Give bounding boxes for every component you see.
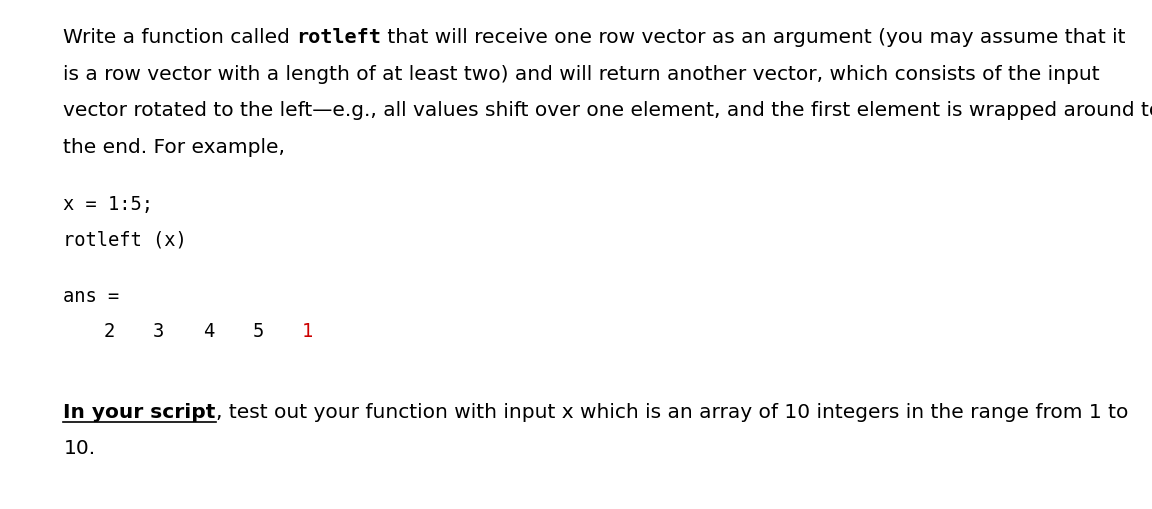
Text: rotleft (x): rotleft (x) [63,230,187,248]
Text: Write a function called: Write a function called [63,28,296,47]
Text: that will receive one row vector as an argument (you may assume that it: that will receive one row vector as an a… [381,28,1126,47]
Text: is a row vector with a length of at least two) and will return another vector, w: is a row vector with a length of at leas… [63,65,1100,83]
Text: ans =: ans = [63,287,120,305]
Text: 10.: 10. [63,438,96,458]
Text: 2: 2 [104,321,115,340]
Text: 5: 5 [252,321,264,340]
Text: 4: 4 [203,321,214,340]
Text: 3: 3 [153,321,165,340]
Text: In your script: In your script [63,402,215,421]
Text: 1: 1 [302,321,313,340]
Text: vector rotated to the left—e.g., all values shift over one element, and the firs: vector rotated to the left—e.g., all val… [63,101,1152,120]
Text: rotleft: rotleft [296,28,381,47]
Text: x = 1:5;: x = 1:5; [63,195,153,214]
Text: the end. For example,: the end. For example, [63,138,286,157]
Text: , test out your function with input x which is an array of 10 integers in the ra: , test out your function with input x wh… [215,402,1128,421]
